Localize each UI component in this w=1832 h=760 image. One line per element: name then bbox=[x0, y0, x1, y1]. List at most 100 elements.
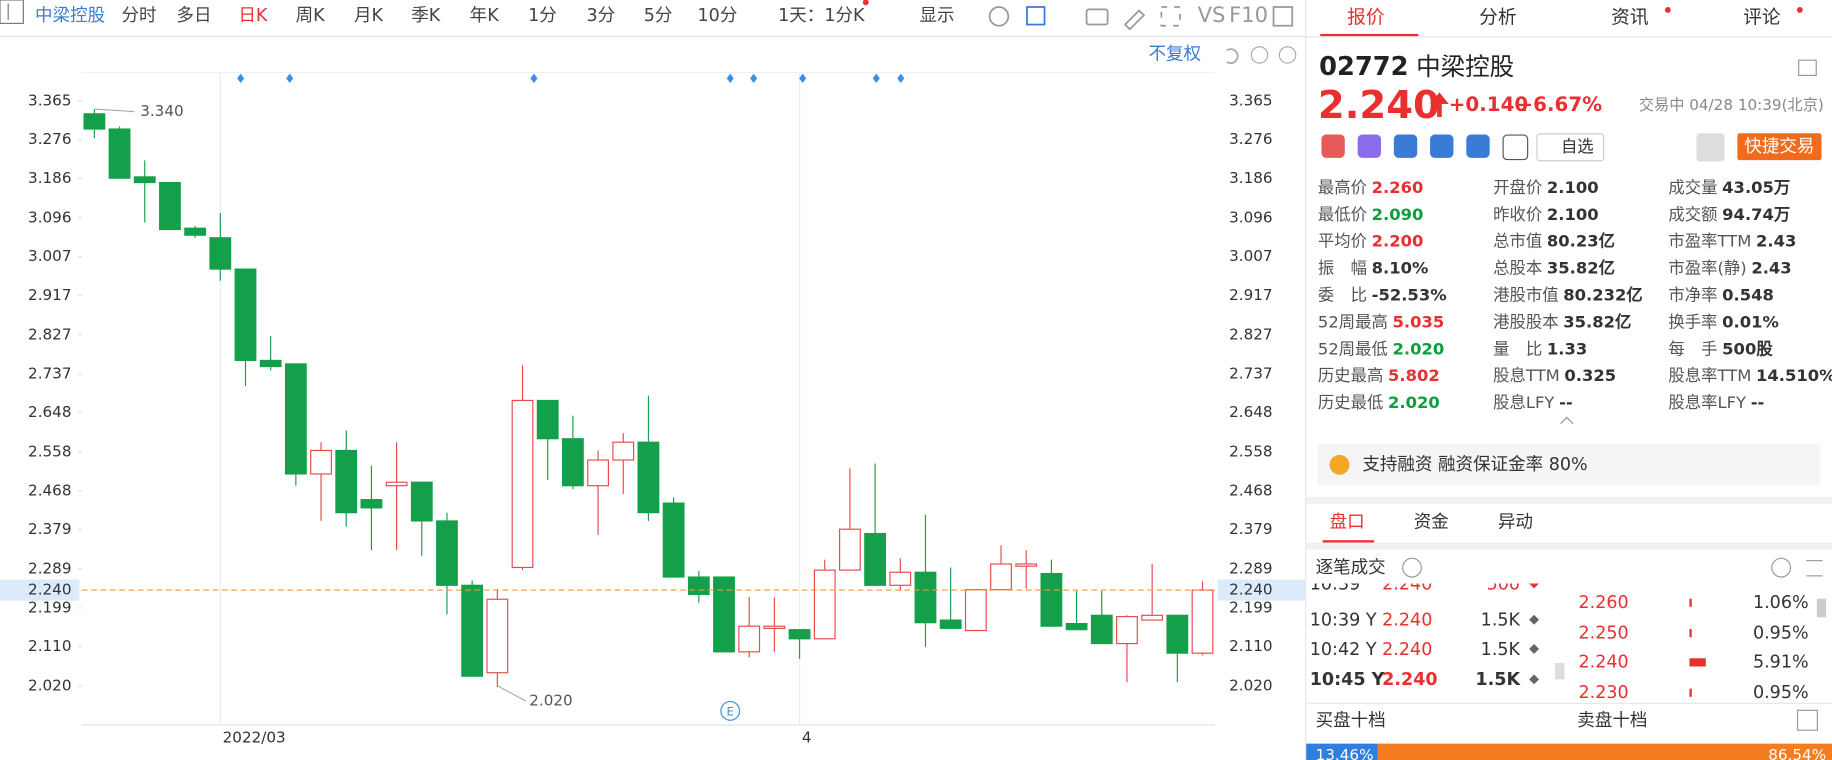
price-change: +0.140 bbox=[1448, 93, 1529, 117]
tab-divider bbox=[1306, 36, 1832, 38]
candle-body bbox=[587, 459, 609, 487]
quote-tab[interactable]: 报价 bbox=[1347, 5, 1385, 29]
stat-label: 委 比 bbox=[1317, 286, 1367, 306]
stat-label: 总股本 bbox=[1493, 259, 1543, 279]
stat-row: 52周最低 2.020 bbox=[1318, 341, 1444, 357]
event-icon[interactable] bbox=[720, 700, 741, 721]
toolbar-dropdown[interactable]: 显示 bbox=[919, 4, 955, 26]
detail-tab[interactable]: 资金 bbox=[1413, 510, 1449, 532]
feature-icon[interactable] bbox=[1502, 134, 1529, 161]
stat-row: 港股市值 80.232亿 bbox=[1493, 288, 1643, 304]
candle-body bbox=[83, 113, 106, 130]
level-price: 2.250 bbox=[1578, 621, 1629, 643]
candle-body bbox=[335, 449, 358, 514]
favorite-button[interactable]: 自选 bbox=[1536, 133, 1605, 162]
stat-value: 2.43 bbox=[1755, 232, 1797, 252]
stat-value: 0.548 bbox=[1722, 286, 1774, 306]
stat-label: 最高价 bbox=[1317, 178, 1367, 198]
stat-value: 2.100 bbox=[1546, 178, 1599, 198]
bell-icon[interactable] bbox=[1696, 133, 1725, 162]
toolbar-item[interactable]: 10分 bbox=[697, 4, 738, 26]
stat-label: 股息LFY bbox=[1493, 394, 1555, 413]
adjust-button[interactable]: 不复权 bbox=[1148, 43, 1202, 65]
toolbar-item[interactable]: 分时 bbox=[121, 4, 157, 26]
toolbar-item[interactable]: 季K bbox=[411, 4, 441, 26]
quote-tab[interactable]: 资讯 bbox=[1611, 5, 1649, 29]
level-pct: 0.95% bbox=[1752, 621, 1809, 643]
info-icon[interactable] bbox=[1402, 557, 1422, 578]
level-pct: 0.95% bbox=[1752, 681, 1809, 703]
vs-button[interactable]: VS bbox=[1197, 3, 1226, 29]
stock-link[interactable]: 中梁控股 bbox=[35, 4, 106, 26]
stat-value: 2.260 bbox=[1371, 178, 1424, 198]
stat-label: 市净率 bbox=[1668, 286, 1718, 306]
feature-icon[interactable] bbox=[1466, 134, 1490, 158]
square-icon[interactable] bbox=[1026, 6, 1046, 26]
feature-icon[interactable] bbox=[1430, 134, 1454, 158]
camera-icon[interactable] bbox=[1085, 8, 1109, 26]
panel-icon[interactable] bbox=[1272, 6, 1294, 27]
level-price: 2.230 bbox=[1578, 681, 1629, 703]
toolbar-item[interactable]: 3分 bbox=[586, 4, 616, 26]
stat-label: 股息率TTM bbox=[1668, 367, 1752, 386]
pencil-icon[interactable] bbox=[1123, 9, 1146, 31]
stat-row: 昨收价 2.100 bbox=[1493, 207, 1599, 223]
quote-tab[interactable]: 分析 bbox=[1479, 5, 1517, 29]
trade-price: 2.240 bbox=[1382, 668, 1438, 690]
quote-tab[interactable]: 评论 bbox=[1743, 5, 1781, 29]
toolbar-item[interactable]: 年K bbox=[469, 4, 499, 26]
event-icon-letter: E bbox=[727, 705, 734, 719]
toolbar-item[interactable]: 多日 bbox=[176, 4, 212, 26]
toolbar-item[interactable]: 周K bbox=[295, 4, 325, 26]
settings-icon[interactable] bbox=[988, 6, 1010, 27]
ask-ratio-label: 86.54% bbox=[1768, 747, 1827, 760]
bid-ratio-bar bbox=[1306, 743, 1378, 760]
stat-value: 0.01% bbox=[1722, 313, 1779, 333]
list-icon[interactable] bbox=[1806, 560, 1823, 577]
y2-tick-label: 3.276 bbox=[1229, 130, 1272, 148]
feature-icon[interactable] bbox=[1357, 134, 1382, 158]
detail-tab[interactable]: 盘口 bbox=[1329, 510, 1365, 532]
expand-icon[interactable] bbox=[1560, 416, 1574, 430]
more-icon[interactable] bbox=[1771, 557, 1792, 578]
candle-body bbox=[713, 576, 735, 653]
feature-icon[interactable] bbox=[1393, 134, 1418, 158]
event-marker bbox=[872, 73, 880, 84]
stat-row: 股息率LFY -- bbox=[1668, 395, 1764, 411]
trade-time: 10:39 Y bbox=[1309, 608, 1377, 630]
section-divider bbox=[1306, 496, 1832, 504]
toolbar-dropdown[interactable]: 1天：1分K bbox=[778, 4, 865, 26]
candle-body bbox=[839, 528, 861, 571]
toolbar-item-active[interactable]: 日K bbox=[238, 4, 268, 26]
stat-label: 港股市值 bbox=[1493, 286, 1559, 306]
level-bar bbox=[1689, 628, 1692, 637]
toolbar-item[interactable]: 1分 bbox=[528, 4, 557, 26]
stat-row: 开盘价 2.100 bbox=[1493, 180, 1599, 196]
toolbar-item[interactable]: 月K bbox=[354, 4, 384, 26]
zoom-out-icon[interactable] bbox=[1250, 46, 1269, 64]
fullscreen-icon[interactable] bbox=[1160, 6, 1181, 27]
menu-icon[interactable] bbox=[0, 0, 24, 24]
stat-value: 2.020 bbox=[1388, 394, 1440, 413]
favorite-label[interactable]: 自选 bbox=[1560, 137, 1594, 157]
y-tick-label: 3.096 bbox=[28, 208, 71, 226]
panel-menu-icon[interactable] bbox=[1798, 59, 1817, 76]
candle-body bbox=[1040, 572, 1063, 627]
detail-tab[interactable]: 异动 bbox=[1497, 510, 1533, 532]
feature-icon[interactable] bbox=[1321, 134, 1345, 158]
stat-label: 52周最高 bbox=[1317, 313, 1388, 333]
event-marker bbox=[237, 73, 245, 84]
level-price: 2.240 bbox=[1578, 651, 1629, 673]
trade-button[interactable]: 快捷交易 bbox=[1737, 133, 1822, 161]
zoom-in-icon[interactable] bbox=[1278, 46, 1297, 64]
candle-body bbox=[536, 399, 559, 440]
stat-row: 成交量 43.05万 bbox=[1668, 180, 1790, 196]
y2-tick-label: 2.558 bbox=[1229, 442, 1272, 460]
undo-icon[interactable] bbox=[1226, 48, 1239, 65]
up-arrow bbox=[1430, 92, 1449, 105]
book-icon[interactable] bbox=[1796, 709, 1818, 731]
toolbar-item[interactable]: 5分 bbox=[643, 4, 673, 26]
candle-body bbox=[1116, 616, 1138, 645]
f10-button[interactable]: F10 bbox=[1229, 3, 1268, 29]
stat-value: 8.10% bbox=[1371, 259, 1429, 279]
